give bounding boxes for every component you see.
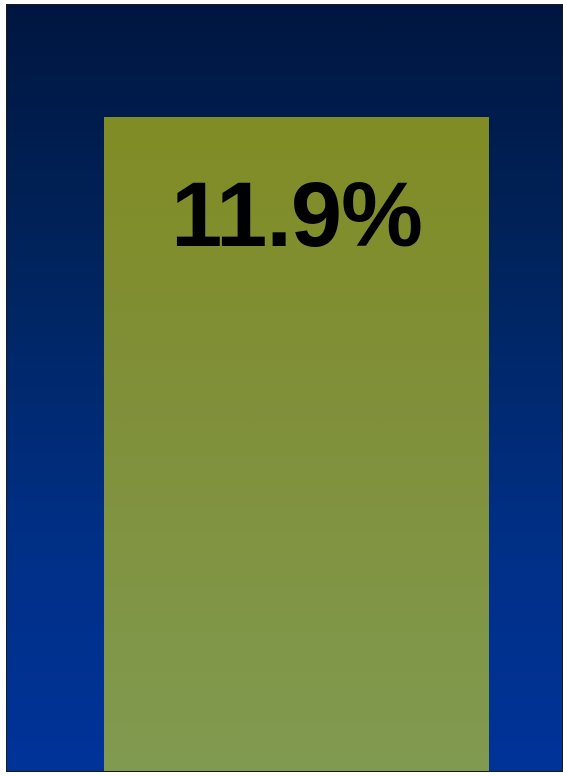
- bar-data-label: 11.9%: [171, 164, 423, 266]
- chart-area: 11.9%: [6, 4, 563, 772]
- bar-mark: [104, 117, 489, 771]
